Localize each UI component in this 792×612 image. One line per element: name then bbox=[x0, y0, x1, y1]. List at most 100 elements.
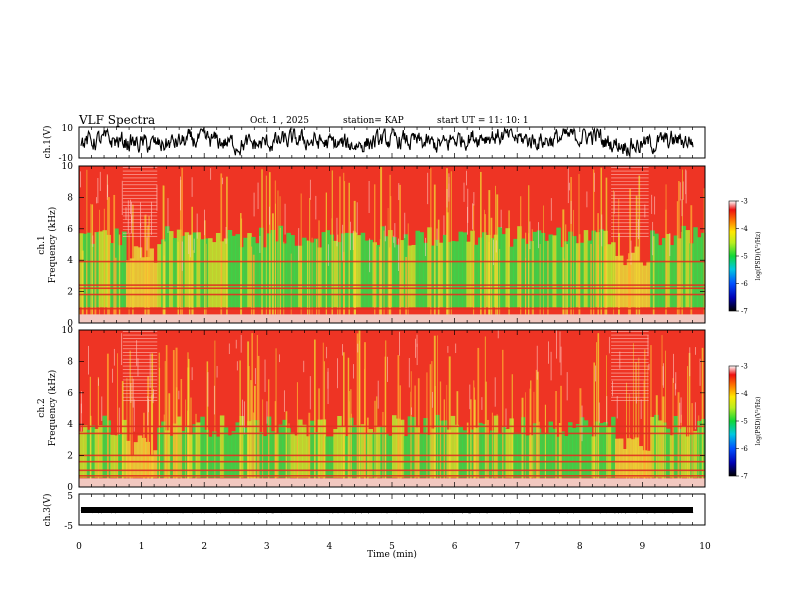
spectro-streak bbox=[593, 169, 595, 316]
spectro-streak bbox=[414, 385, 416, 480]
spectro-streak bbox=[226, 176, 228, 316]
spectro-band-column bbox=[305, 436, 311, 478]
spectro-band-column bbox=[329, 436, 334, 478]
spectro-narrowband-line bbox=[79, 460, 705, 463]
spectro-streak bbox=[192, 250, 194, 316]
spectro-speckle bbox=[284, 203, 286, 235]
spectro-band-column bbox=[540, 232, 546, 308]
spectro-band-column bbox=[274, 241, 280, 308]
spectro-band-column bbox=[219, 241, 225, 308]
spectro-speckle bbox=[149, 353, 151, 388]
spectro-streak bbox=[129, 350, 131, 480]
spectro-band-column bbox=[427, 434, 432, 478]
spectro-streak bbox=[165, 345, 168, 480]
ch2-spectrogram-panel: 0 2 4 6 8 10 ch.2 Frequency (kHz) bbox=[37, 326, 706, 493]
spectro-band-column bbox=[102, 415, 107, 478]
spectro-band-column bbox=[525, 243, 530, 308]
spectro-streak bbox=[190, 397, 192, 480]
spectro-streak bbox=[573, 209, 574, 316]
spectro-streak bbox=[676, 201, 678, 316]
spectro-speckle bbox=[411, 407, 412, 415]
spectro-streak bbox=[307, 240, 309, 316]
spectro-streak bbox=[401, 420, 402, 480]
spectro-band-column bbox=[403, 436, 409, 478]
freq-tick-label: 0 bbox=[67, 483, 73, 493]
spectro-streak bbox=[253, 385, 256, 480]
spectro-band-column bbox=[223, 427, 229, 478]
spectro-speckle bbox=[107, 184, 109, 198]
spectro-speckle bbox=[181, 241, 183, 271]
spectro-streak bbox=[90, 203, 92, 316]
spectro-streak bbox=[437, 219, 440, 316]
spectro-band-column bbox=[227, 435, 233, 478]
spectro-speckle bbox=[191, 367, 193, 381]
spectro-speckle bbox=[204, 209, 205, 236]
spectro-streak bbox=[560, 385, 562, 480]
spectro-speckle bbox=[121, 333, 123, 366]
spectro-narrowband-line bbox=[79, 432, 705, 435]
spectro-streak bbox=[613, 190, 615, 316]
spectro-band-column bbox=[309, 420, 315, 478]
spectro-speckle bbox=[648, 363, 650, 371]
spectro-streak bbox=[536, 371, 539, 480]
spectro-streak bbox=[347, 357, 350, 480]
spectro-speckle bbox=[92, 235, 94, 247]
spectro-streak bbox=[650, 345, 652, 480]
spectro-streak bbox=[252, 412, 255, 480]
spectro-narrowband-line bbox=[79, 425, 705, 428]
spectro-band-column bbox=[133, 442, 139, 478]
spectro-streak bbox=[81, 250, 84, 316]
spectro-speckle bbox=[130, 199, 132, 215]
spectro-streak bbox=[690, 205, 693, 316]
spectro-narrowband-line bbox=[79, 287, 705, 290]
spectro-band-column bbox=[560, 431, 565, 478]
spectro-streak bbox=[566, 244, 568, 316]
spectro-speckle bbox=[97, 177, 99, 204]
spectro-streak bbox=[528, 185, 530, 316]
spectro-speckle bbox=[425, 237, 427, 257]
spectro-band-column bbox=[153, 450, 158, 478]
spectro-band-column bbox=[168, 435, 174, 478]
spectro-streak bbox=[382, 411, 384, 480]
spectro-streak bbox=[530, 380, 532, 480]
spectro-band-column bbox=[607, 426, 612, 478]
spectro-streak bbox=[108, 197, 110, 316]
spectro-band-column bbox=[223, 238, 229, 308]
spectro-band-column bbox=[548, 234, 554, 308]
spectro-streak bbox=[268, 172, 271, 316]
spectro-speckle bbox=[694, 402, 696, 430]
spectro-band-column bbox=[82, 425, 88, 478]
spectro-streak bbox=[521, 397, 524, 480]
spectro-streak bbox=[665, 350, 666, 480]
spectro-streak bbox=[89, 376, 91, 480]
spectro-band-column bbox=[231, 235, 237, 308]
spectro-speckle bbox=[377, 380, 379, 409]
spectro-speckle bbox=[685, 170, 687, 204]
spectro-speckle bbox=[130, 201, 132, 234]
spectro-band-column bbox=[438, 420, 444, 478]
spectro-streak bbox=[172, 350, 175, 480]
spectro-streak bbox=[296, 382, 298, 480]
spectro-band-column bbox=[302, 424, 307, 478]
spectro-band-column bbox=[509, 246, 514, 308]
spectro-band-column bbox=[677, 428, 683, 478]
spectro-band-column bbox=[180, 235, 186, 308]
spectro-band-column bbox=[192, 232, 197, 308]
spectro-streak bbox=[220, 173, 223, 316]
spectro-speckle bbox=[80, 171, 81, 188]
spectro-band-column bbox=[571, 428, 577, 478]
spectro-band-column bbox=[419, 232, 424, 308]
spectro-band-column bbox=[376, 426, 381, 478]
spectro-band-column bbox=[650, 230, 655, 308]
spectro-speckle bbox=[268, 206, 270, 225]
spectro-speckle bbox=[500, 209, 502, 228]
spectro-band-column bbox=[298, 419, 303, 478]
spectro-streak bbox=[399, 184, 401, 316]
spectro-streak bbox=[358, 330, 361, 480]
spectro-speckle bbox=[399, 331, 400, 356]
spectro-streak bbox=[473, 380, 475, 480]
spectro-streak bbox=[605, 177, 608, 316]
spectro-speckle bbox=[368, 180, 370, 214]
spectro-streak bbox=[578, 234, 581, 316]
spectro-speckle bbox=[151, 201, 152, 235]
